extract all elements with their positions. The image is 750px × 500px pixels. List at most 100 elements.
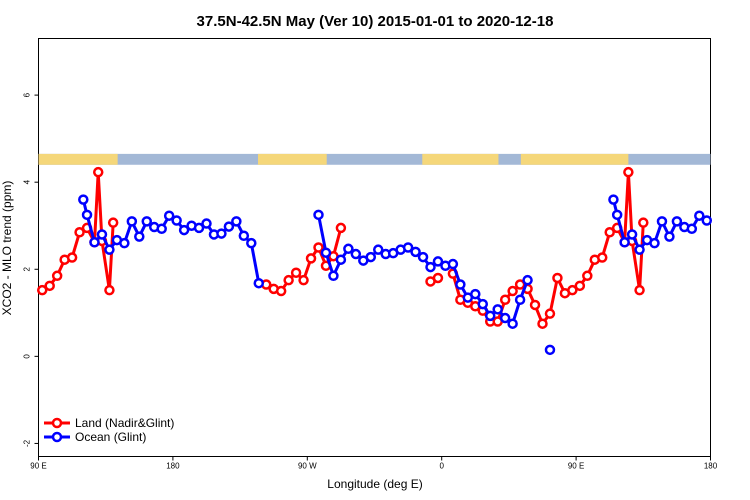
series-1-point-48	[484, 310, 496, 322]
series-0-point-45	[596, 252, 608, 263]
series-1-point-38	[410, 246, 421, 258]
series-1-point-8	[134, 231, 145, 242]
series-1-point-1	[81, 209, 93, 221]
series-1-point-40	[425, 261, 436, 273]
series-1-point-39	[417, 251, 429, 263]
series-0-point-11	[107, 217, 119, 228]
series-0-point-43	[582, 270, 593, 282]
series-1-point-63	[664, 231, 675, 242]
series-1-point-64	[671, 216, 683, 227]
chart-title: 37.5N-42.5N May (Ver 10) 2015-01-01 to 2…	[197, 13, 554, 30]
y-tick-label-4: 6	[23, 92, 32, 97]
series-1-point-44	[455, 279, 466, 290]
series-1-point-6	[119, 237, 130, 249]
legend-label-ocean: Ocean (Glint)	[75, 430, 146, 444]
series-1-point-9	[141, 216, 153, 227]
series-0-point-42	[574, 280, 586, 292]
series-1-point-0	[78, 194, 89, 205]
series-0-point-34	[514, 279, 526, 290]
series-0-point-51	[634, 284, 645, 296]
y-tick-label-3: 4	[23, 179, 32, 184]
x-tick-label-3: 0	[439, 462, 444, 471]
series-1-point-56	[611, 209, 623, 221]
y-tick-label-0: -2	[23, 439, 32, 447]
series-1-point-21	[231, 216, 242, 227]
series-1-point-61	[649, 237, 660, 249]
series-1-point-3	[96, 229, 108, 240]
series-0-point-33	[507, 285, 518, 297]
series-1-point-19	[216, 228, 227, 239]
series-0-point-41	[567, 284, 578, 296]
series-1-point-7	[126, 216, 138, 227]
series-0-point-52	[638, 217, 649, 228]
x-tick-label-5: 180	[704, 462, 718, 471]
series-0-point-1	[44, 280, 55, 292]
band-land-2	[422, 153, 499, 165]
series-1-point-2	[89, 237, 100, 248]
series-1-point-12	[163, 210, 175, 221]
x-tick-label-0: 90 E	[30, 462, 46, 471]
series-0-point-8	[92, 166, 104, 178]
series-1-point-47	[477, 298, 489, 310]
series-1-point-57	[619, 237, 630, 248]
series-1-point-46	[470, 288, 481, 300]
band-land-1	[258, 153, 327, 165]
series-0-point-17	[298, 274, 309, 286]
series-1-point-4	[104, 244, 115, 255]
series-1-point-50	[499, 312, 511, 324]
land-sea-band	[38, 153, 711, 165]
series-1-point-33	[372, 244, 384, 255]
series-1-point-25	[313, 209, 324, 221]
series-1-point-62	[656, 216, 668, 227]
series-1-point-52	[514, 294, 526, 305]
series-0-point-5	[74, 227, 85, 238]
band-ocean	[38, 153, 711, 165]
series-1	[78, 194, 713, 356]
series-1-point-53	[522, 274, 533, 286]
y-axis-label: XCO2 - MLO trend (ppm)	[0, 181, 14, 316]
series-1-point-14	[178, 224, 190, 236]
series-0-point-10	[104, 284, 115, 296]
series-1-point-26	[320, 247, 332, 258]
series-1-point-20	[223, 221, 235, 232]
series-1-point-27	[328, 270, 339, 282]
series-1-point-24	[253, 277, 265, 289]
series-0-point-14	[275, 285, 287, 297]
series-1-point-28	[335, 254, 347, 265]
series-0-point-18	[305, 253, 317, 264]
x-axis: 90 E 180 90 W 0 90 E 180	[30, 456, 718, 471]
plot-frame	[38, 38, 711, 457]
legend-item-ocean: Ocean (Glint)	[44, 430, 146, 444]
band-land-0	[38, 153, 118, 165]
series-0-point-32	[499, 294, 511, 305]
series-layer	[36, 166, 713, 356]
series-0-point-2	[51, 270, 63, 282]
y-tick-label-1: 0	[23, 354, 32, 359]
series-1-point-22	[238, 230, 250, 241]
series-0-point-24	[432, 272, 444, 284]
series-1-point-54	[544, 344, 556, 356]
series-0-point-39	[552, 272, 563, 284]
series-1-point-66	[686, 223, 698, 235]
series-0-point-16	[290, 267, 302, 279]
legend-item-land: Land (Nadir&Glint)	[44, 416, 174, 430]
y-axis: -2 0 2 4 6	[23, 92, 39, 447]
series-1-point-16	[193, 222, 205, 234]
series-0-point-37	[537, 318, 548, 329]
legend-marker-ocean	[51, 431, 63, 443]
x-tick-label-2: 90 W	[298, 462, 317, 471]
series-1-point-68	[701, 215, 713, 226]
series-1-point-23	[246, 237, 257, 249]
series-0	[36, 166, 649, 329]
series-1-point-11	[156, 223, 167, 235]
band-land-3	[520, 153, 629, 165]
series-0-point-0	[36, 284, 48, 296]
series-1-point-37	[402, 242, 414, 253]
series-0-point-49	[623, 166, 634, 178]
series-1-point-41	[432, 256, 444, 267]
series-1-point-51	[507, 318, 518, 329]
legend-marker-land	[51, 417, 63, 429]
series-0-point-36	[529, 299, 541, 311]
series-0-point-46	[604, 227, 615, 238]
